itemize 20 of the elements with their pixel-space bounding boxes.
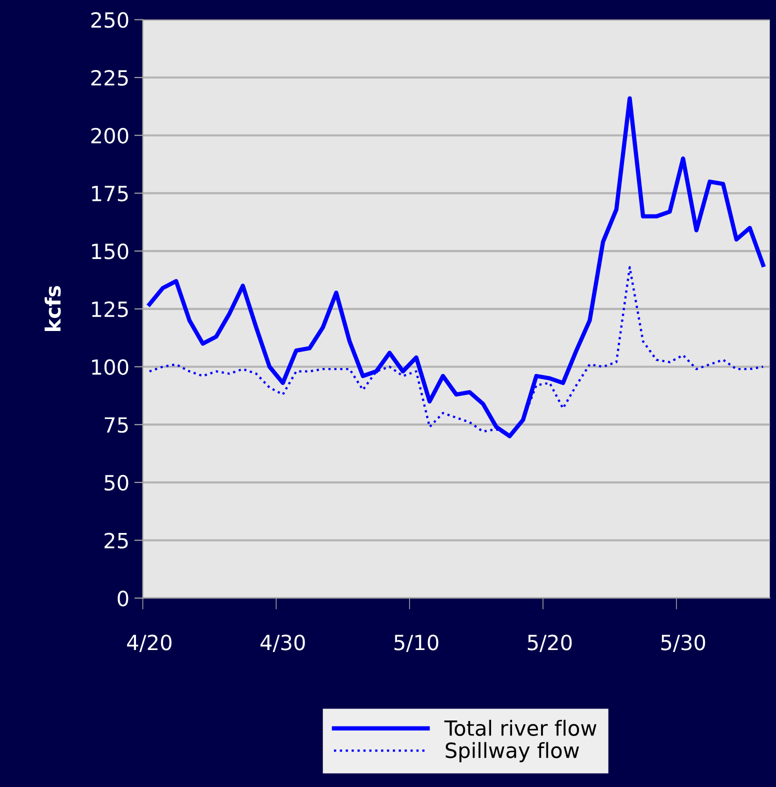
x-tick-label: 4/30 (260, 634, 305, 652)
y-tick-label: 175 (92, 186, 128, 202)
x-tick-label: 4/20 (127, 634, 172, 652)
x-tick-label: 5/10 (394, 634, 438, 652)
y-tick-label: 250 (91, 12, 128, 28)
y-tick-label: 200 (91, 128, 128, 144)
legend-label: Total river flow (444, 720, 596, 736)
y-axis-title: kcfs (44, 286, 61, 331)
line-series (147, 96, 766, 438)
y-tick-label: 25 (104, 532, 128, 548)
y-tick-label: 0 (118, 590, 128, 606)
x-tick-label: 5/20 (528, 634, 572, 652)
y-tick-label: 100 (92, 359, 128, 375)
x-tick-label: 5/30 (661, 634, 706, 652)
y-tick-label: 125 (92, 301, 128, 318)
y-tick-label: 50 (104, 474, 128, 491)
y-tick-label: 150 (92, 244, 128, 260)
y-tick-label: 225 (91, 70, 128, 86)
legend-label: Spillway flow (446, 742, 579, 762)
y-tick-label: 75 (104, 417, 128, 433)
